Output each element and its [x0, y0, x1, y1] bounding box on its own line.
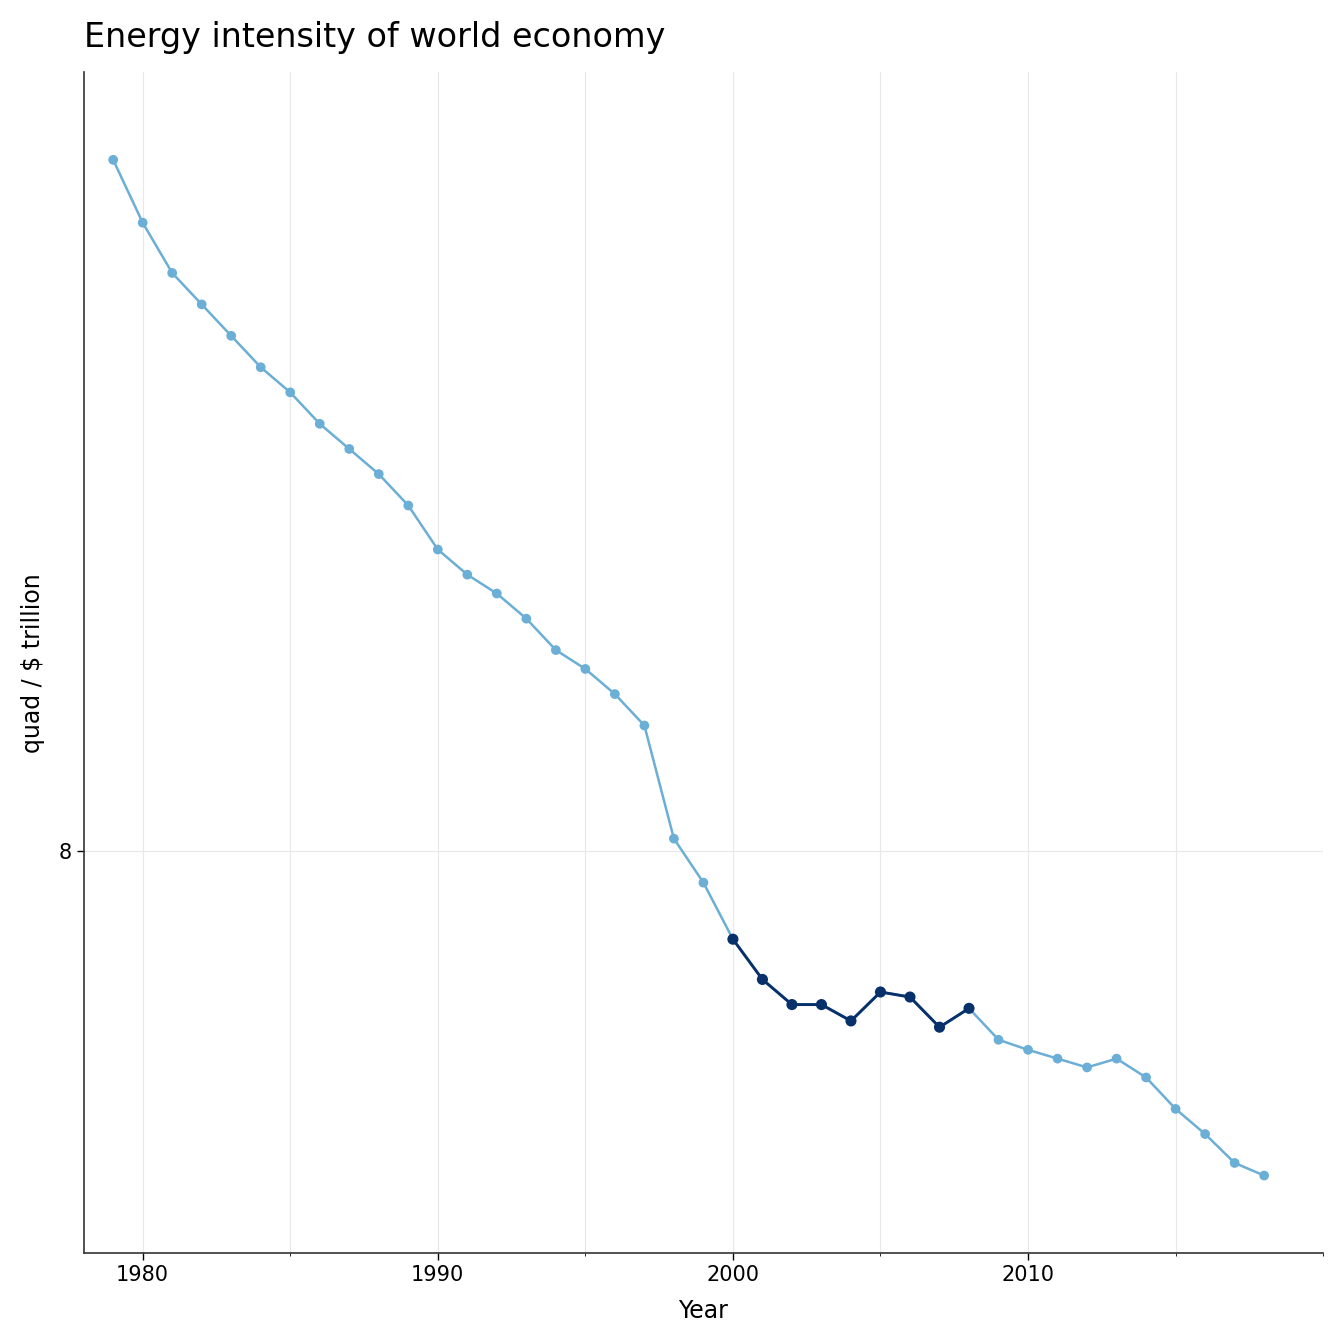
- Point: [840, 1011, 862, 1032]
- Point: [781, 993, 802, 1015]
- Point: [516, 607, 538, 629]
- Point: [1106, 1048, 1128, 1070]
- Point: [457, 564, 478, 586]
- Point: [751, 969, 773, 991]
- Point: [368, 464, 390, 485]
- Point: [988, 1030, 1009, 1051]
- Point: [810, 993, 832, 1015]
- Point: [899, 986, 921, 1008]
- Point: [1195, 1124, 1216, 1145]
- Point: [1017, 1039, 1039, 1060]
- Point: [309, 413, 331, 434]
- Point: [899, 986, 921, 1008]
- Point: [427, 539, 449, 560]
- Point: [191, 293, 212, 314]
- Point: [633, 715, 655, 737]
- Point: [487, 583, 508, 605]
- Point: [220, 325, 242, 347]
- Point: [1224, 1152, 1246, 1173]
- Point: [102, 149, 124, 171]
- Point: [929, 1016, 950, 1038]
- Point: [722, 929, 743, 950]
- Point: [692, 872, 714, 894]
- Point: [663, 828, 684, 849]
- Y-axis label: quad / $ trillion: quad / $ trillion: [22, 573, 44, 753]
- Point: [161, 262, 183, 284]
- Point: [132, 212, 153, 234]
- Point: [958, 997, 980, 1019]
- Point: [1077, 1056, 1098, 1078]
- Point: [870, 981, 891, 1003]
- Point: [870, 981, 891, 1003]
- Point: [840, 1011, 862, 1032]
- Point: [929, 1016, 950, 1038]
- Point: [1136, 1067, 1157, 1089]
- Point: [1165, 1098, 1187, 1120]
- Point: [751, 969, 773, 991]
- Point: [339, 438, 360, 460]
- Point: [250, 356, 271, 378]
- Point: [1047, 1048, 1068, 1070]
- Point: [1254, 1165, 1275, 1187]
- Point: [603, 683, 625, 704]
- Point: [810, 993, 832, 1015]
- Text: Energy intensity of world economy: Energy intensity of world economy: [83, 22, 665, 54]
- Point: [958, 997, 980, 1019]
- Point: [781, 993, 802, 1015]
- Point: [280, 382, 301, 403]
- X-axis label: Year: Year: [679, 1300, 728, 1322]
- Point: [575, 659, 597, 680]
- Point: [398, 495, 419, 516]
- Point: [546, 640, 567, 661]
- Point: [722, 929, 743, 950]
